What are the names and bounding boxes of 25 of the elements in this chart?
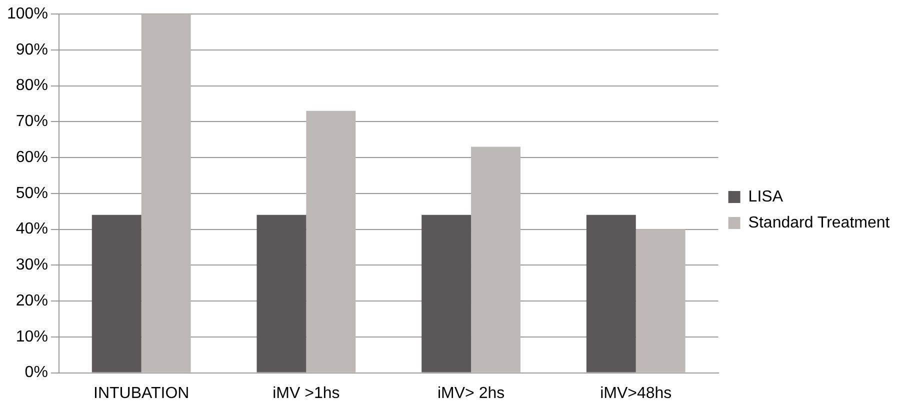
y-tick-label: 80% bbox=[16, 77, 48, 94]
y-tick-label: 100% bbox=[7, 5, 48, 22]
bar bbox=[586, 214, 636, 372]
legend-label: LISA bbox=[748, 188, 784, 206]
legend-label: Standard Treatment bbox=[748, 214, 890, 232]
bar bbox=[471, 146, 520, 372]
x-tick-label: iMV> 2hs bbox=[437, 384, 505, 402]
y-tick-label: 30% bbox=[16, 256, 48, 274]
bar bbox=[256, 214, 306, 372]
y-tick-label: 40% bbox=[16, 220, 48, 238]
bar bbox=[306, 110, 356, 372]
y-tick-label: 60% bbox=[16, 148, 48, 166]
bar bbox=[141, 14, 191, 372]
bar bbox=[422, 214, 472, 372]
y-tick-label: 0% bbox=[24, 364, 48, 382]
x-tick-label: iMV>48hs bbox=[600, 384, 672, 402]
y-tick-label: 90% bbox=[16, 41, 48, 58]
bar bbox=[636, 229, 686, 372]
y-tick-label: 70% bbox=[16, 113, 48, 130]
y-tick-label: 10% bbox=[16, 328, 48, 346]
x-tick-label: iMV >1hs bbox=[272, 384, 340, 402]
bar bbox=[92, 214, 142, 372]
y-tick-label: 50% bbox=[16, 184, 48, 202]
y-tick-label: 20% bbox=[16, 292, 48, 310]
x-tick-label: INTUBATION bbox=[93, 384, 190, 402]
